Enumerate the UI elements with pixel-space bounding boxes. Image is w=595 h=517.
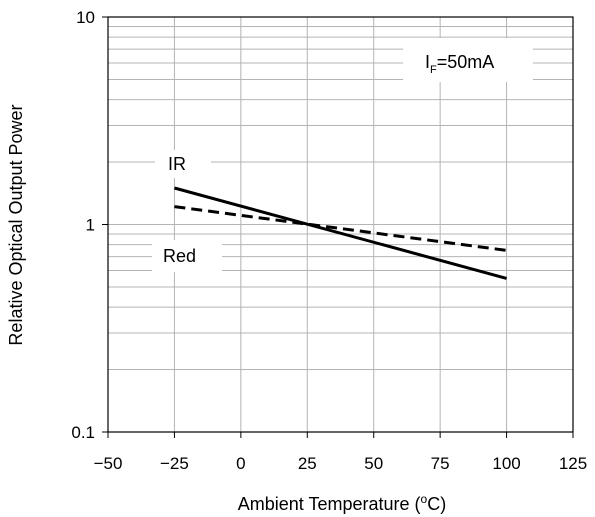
series-label-ir-box [155, 150, 211, 178]
x-tick-label: 100 [492, 454, 520, 473]
x-tick-label: −25 [160, 454, 189, 473]
series-label-red-text: Red [163, 246, 196, 266]
condition-box [403, 38, 533, 82]
series-line-red [174, 205, 507, 252]
x-tick-label: 125 [559, 454, 587, 473]
y-tick-label: 1 [86, 216, 95, 235]
series-label-ir-text: IR [168, 154, 186, 174]
x-tick-label: 25 [298, 454, 317, 473]
series-line-ir [174, 186, 507, 280]
series [174, 186, 507, 280]
axes: −50 −25 0 25 50 75 100 125 0.1 1 10 [71, 8, 587, 473]
condition-label: IF=50mA [425, 52, 494, 76]
y-tick-label: 10 [76, 8, 95, 27]
x-tick-label: 75 [431, 454, 450, 473]
condition-annotation: IF=50mA [403, 38, 533, 82]
series-label-red-box [152, 240, 222, 272]
x-tick-label: −50 [94, 454, 123, 473]
y-tick-label: 0.1 [71, 423, 95, 442]
x-tick-label: 50 [364, 454, 383, 473]
series-label-ir: IR [155, 150, 211, 178]
series-label-red: Red [152, 240, 222, 272]
x-tick-label: 0 [236, 454, 245, 473]
y-axis-label: Relative Optical Output Power [6, 104, 26, 345]
x-axis-label: Ambient Temperature (oC) [238, 492, 446, 514]
